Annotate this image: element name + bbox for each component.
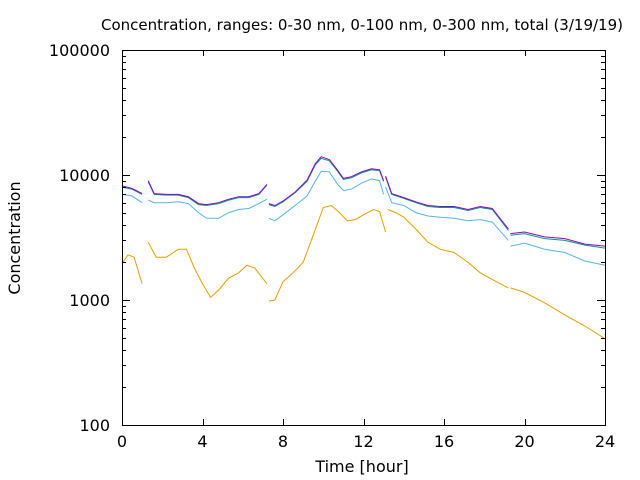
series-1-line: [510, 287, 606, 340]
series-layer: [121, 156, 606, 340]
series-2-line: [148, 198, 268, 219]
series-4-line: [147, 180, 268, 206]
series-3-line: [385, 177, 509, 231]
x-tick-label: 20: [514, 432, 534, 451]
chart-title: Concentration, ranges: 0-30 nm, 0-100 nm…: [101, 16, 623, 34]
series-4-line: [385, 175, 509, 230]
x-tick-label: 24: [595, 432, 615, 451]
series-4-line: [510, 231, 606, 247]
x-tick-label: 12: [353, 432, 373, 451]
series-3-line: [510, 233, 606, 249]
x-tick-label: 16: [434, 432, 454, 451]
series-4-line: [121, 185, 143, 195]
series-2-line: [268, 170, 385, 222]
series-1-line: [268, 204, 387, 302]
series-1-line: [121, 254, 143, 284]
x-tick-label: 4: [197, 432, 207, 451]
x-tick-label: 8: [278, 432, 288, 451]
y-tick-label: 10000: [59, 166, 110, 185]
series-3-line: [147, 181, 268, 207]
series-2-line: [510, 242, 606, 266]
y-axis-label: Concentration: [5, 181, 24, 294]
plot-frame: [122, 50, 606, 426]
y-tick-label: 100: [79, 416, 110, 435]
ticks-layer: 0 4 8 12 16 20 24 100 1000 10000 100000: [49, 41, 615, 451]
series-3-line: [268, 157, 385, 208]
series-2-line: [121, 193, 143, 204]
series-4-line: [268, 156, 385, 207]
y-tick-label: 100000: [49, 41, 110, 60]
y-tick-label: 1000: [69, 291, 110, 310]
series-2-line: [385, 186, 509, 241]
series-1-line: [387, 209, 509, 289]
x-axis-label: Time [hour]: [314, 457, 408, 476]
series-1-line: [147, 241, 268, 299]
x-tick-label: 0: [117, 432, 127, 451]
